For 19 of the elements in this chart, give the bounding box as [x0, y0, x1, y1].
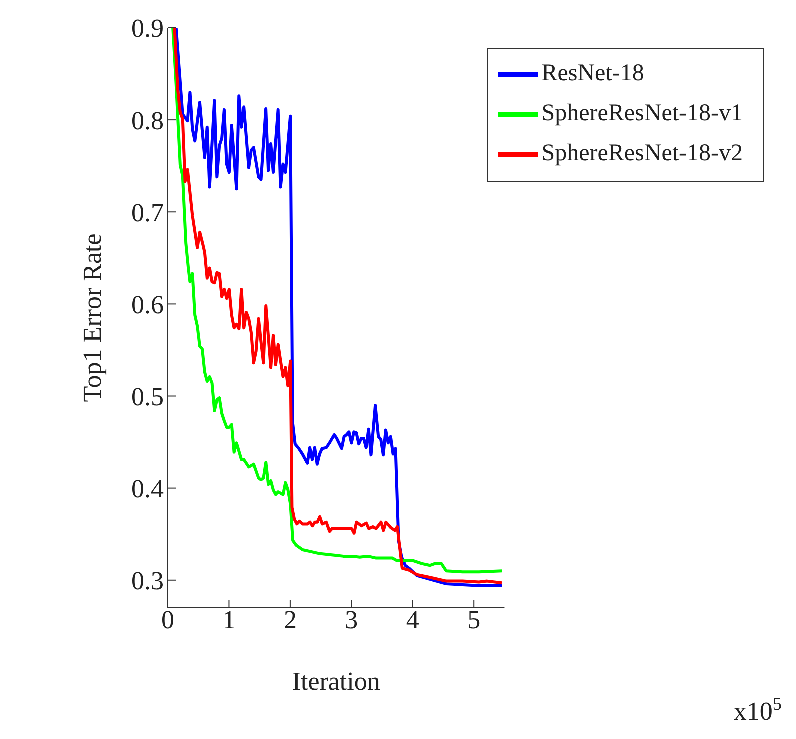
y-tick-label: 0.8: [132, 106, 164, 136]
x-tick-label: 3: [345, 605, 358, 634]
x-tick-label: 4: [406, 605, 420, 634]
legend-label: SphereResNet-18-v2: [542, 140, 743, 167]
x-tick-label: 2: [284, 605, 297, 634]
y-tick-label: 0.3: [132, 566, 164, 596]
legend-label: ResNet-18: [542, 60, 644, 87]
y-tick-label: 0.6: [132, 290, 164, 320]
y-axis-title: Top1 Error Rate: [78, 234, 108, 402]
x-tick-label: 5: [468, 605, 481, 634]
y-tick-label: 0.9: [132, 14, 164, 44]
text: x10$^{5}$: [734, 694, 782, 726]
y-tick-label: 0.7: [132, 198, 164, 228]
x-axis-title: Iteration: [292, 667, 380, 696]
legend-label: SphereResNet-18-v1: [542, 100, 743, 127]
x-tick-label: 0: [162, 605, 174, 634]
x-tick-label: 1: [222, 605, 236, 634]
y-tick-label: 0.4: [132, 474, 164, 504]
y-tick-label: 0.5: [132, 382, 164, 412]
